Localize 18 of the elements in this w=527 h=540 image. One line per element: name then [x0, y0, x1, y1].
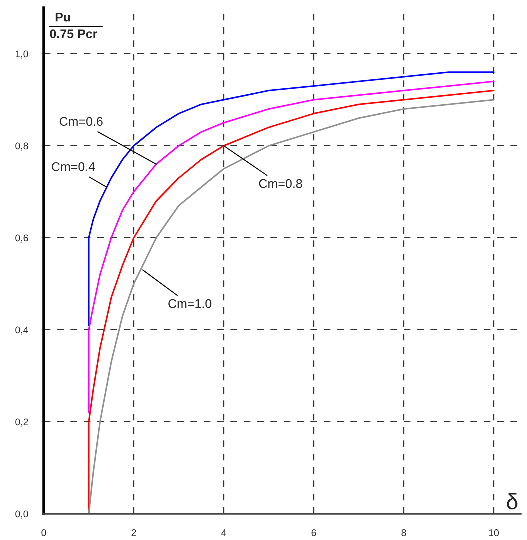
- x-tick-label: 8: [402, 530, 406, 536]
- y-tick-label: 0,0: [16, 510, 28, 519]
- y-tick-label: 0,4: [16, 326, 28, 335]
- annotation: Cm=0.8: [259, 179, 302, 188]
- x-tick-label: 6: [312, 530, 316, 536]
- annotation: Cm=1.0: [168, 299, 212, 308]
- y-tick-label: 0,8: [16, 142, 28, 151]
- y-tick-label: 0,6: [16, 234, 28, 243]
- y-axis-title: Pu 0.75 Pcr: [50, 13, 98, 38]
- x-tick-label: 2: [132, 530, 136, 536]
- x-axis-title: δ: [507, 493, 518, 510]
- annotation: Cm=0.6: [60, 117, 103, 126]
- x-tick-label: 10: [489, 530, 500, 536]
- y-tick-label: 0,2: [16, 418, 28, 427]
- x-tick-label: 4: [222, 530, 226, 536]
- y-tick-label: 1,0: [16, 50, 28, 59]
- annotation: Cm=0.4: [52, 162, 96, 172]
- x-tick-label: 0: [42, 530, 46, 536]
